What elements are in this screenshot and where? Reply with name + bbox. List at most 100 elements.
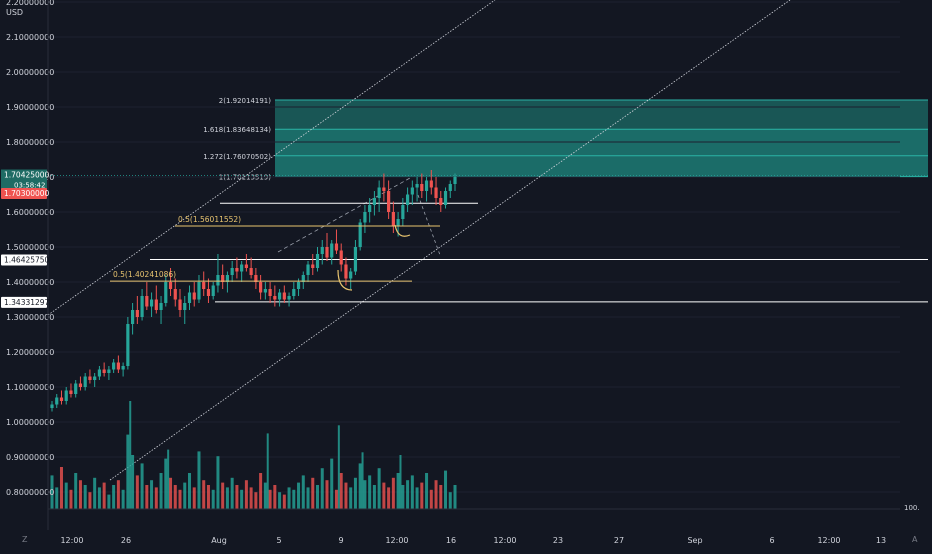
level-low-badge-box	[1, 296, 47, 308]
volume-bars	[50, 401, 457, 509]
time-axis[interactable]: 12:00 26 Aug 5 9 12:00 16 12:00 23 27 Sep 6 12:00 13	[60, 536, 886, 545]
volume-bar	[439, 485, 443, 509]
curve-annotation	[337, 269, 353, 291]
candle-body	[396, 219, 400, 226]
currency-label: USD	[6, 8, 24, 17]
volume-bar	[78, 480, 82, 509]
candle-body	[315, 254, 320, 268]
candle-body	[230, 268, 234, 275]
last-price-badge-box	[1, 169, 47, 192]
volume-bar	[349, 487, 353, 509]
candle-body	[292, 289, 296, 296]
candle-body	[424, 180, 429, 191]
candle-body	[448, 184, 452, 191]
candle-body	[93, 376, 97, 380]
candle-body	[240, 264, 244, 272]
candle-body	[382, 187, 386, 191]
volume-bar	[273, 485, 277, 509]
candle-body	[197, 282, 201, 300]
volume-bar	[311, 477, 315, 509]
volume-bar	[230, 477, 234, 509]
volume-bar	[344, 482, 348, 509]
y-tick-label: 1.10000000	[6, 383, 54, 392]
volume-bar	[363, 480, 367, 509]
volume-scale-label: 100.	[904, 504, 920, 512]
volume-bar	[202, 480, 206, 509]
volume-bar	[254, 492, 258, 509]
y-tick-label: 1.60000000	[6, 208, 54, 217]
fib-level-label: 1(1.70113519)	[219, 174, 271, 182]
candle-body	[83, 376, 87, 387]
candle-body	[434, 187, 438, 198]
volume-bar	[131, 455, 135, 509]
volume-bar	[358, 463, 362, 509]
volume-bar	[159, 473, 163, 509]
x-tick-label: 5	[276, 536, 281, 545]
level-mid-badge-box	[1, 254, 47, 266]
volume-bar	[278, 492, 282, 509]
volume-bar	[259, 473, 263, 509]
volume-bar	[121, 489, 125, 509]
volume-bar	[88, 492, 92, 509]
x-tick-label: 27	[614, 536, 624, 545]
level-mid-badge: 1.46425750	[4, 256, 50, 265]
volume-bar	[178, 489, 182, 509]
x-tick-label: 16	[446, 536, 456, 545]
volume-bar	[287, 487, 291, 509]
volume-bar	[164, 458, 168, 509]
auto-scale-icon[interactable]: A	[912, 535, 918, 544]
candle-body	[78, 383, 83, 387]
candle-body	[282, 292, 286, 300]
x-tick-label: Aug	[211, 536, 227, 545]
trend-channel[interactable]	[47, 0, 791, 481]
candle-body	[296, 282, 301, 289]
candle-body	[334, 243, 339, 251]
volume-bar	[266, 433, 269, 509]
candle-body	[287, 296, 291, 300]
volume-bar	[410, 475, 414, 509]
candle-body	[149, 299, 154, 307]
volume-bar	[244, 480, 248, 509]
candle-body	[121, 366, 125, 370]
candle-body	[443, 191, 448, 205]
candle-body	[330, 243, 334, 258]
volume-bar	[453, 485, 457, 509]
volume-bar	[102, 482, 106, 509]
volume-bar	[83, 485, 87, 509]
y-tick-label: 2.10000000	[6, 33, 54, 42]
candle-body	[273, 296, 277, 300]
volume-bar	[444, 470, 448, 509]
x-tick-label: 13	[876, 536, 886, 545]
volume-bar	[399, 455, 402, 509]
candlesticks	[50, 170, 457, 412]
candle-body	[372, 198, 376, 205]
volume-bar	[50, 475, 54, 509]
candle-body	[206, 289, 211, 296]
volume-bar	[145, 485, 149, 509]
volume-bar	[93, 477, 97, 509]
level-low-badge: 1.34331297	[4, 298, 50, 307]
volume-bar	[169, 477, 173, 509]
zoom-icon[interactable]: Z	[22, 535, 28, 544]
x-tick-label: 9	[338, 536, 343, 545]
candle-body	[420, 184, 424, 191]
volume-bar	[387, 487, 391, 509]
volume-bar	[368, 475, 372, 509]
volume-bar	[216, 456, 220, 509]
candle-body	[164, 282, 168, 303]
volume-bar	[396, 473, 400, 509]
candle-body	[154, 299, 158, 310]
volume-bar	[116, 480, 120, 509]
volume-bar	[55, 487, 59, 509]
volume-bar	[292, 489, 296, 509]
horizontal-levels[interactable]	[48, 175, 928, 303]
candle-body	[50, 404, 54, 408]
candle-body	[112, 362, 116, 370]
volume-bar	[206, 485, 210, 509]
candle-body	[126, 324, 130, 366]
candle-body	[69, 390, 73, 394]
volume-bar	[107, 494, 111, 509]
candle-body	[225, 275, 230, 282]
